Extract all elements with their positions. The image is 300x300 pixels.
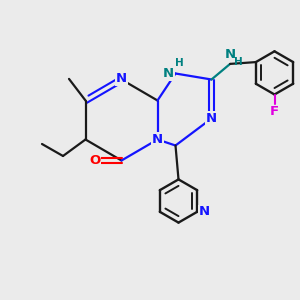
Text: N: N [163,67,174,80]
Text: N: N [224,48,236,61]
Text: N: N [116,72,127,86]
Text: H: H [234,57,242,67]
Text: O: O [89,154,100,167]
Text: N: N [206,112,217,125]
Text: F: F [270,105,279,118]
Text: H: H [175,58,184,68]
Text: N: N [152,133,163,146]
Text: N: N [199,205,210,218]
